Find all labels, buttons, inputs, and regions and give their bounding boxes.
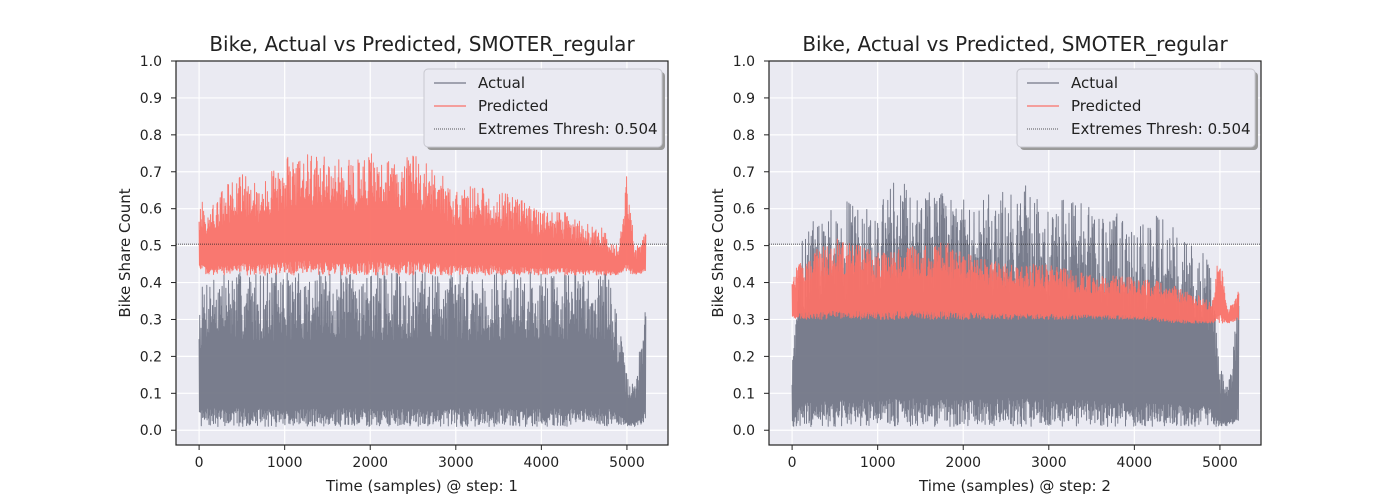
x-tick-label: 1000 <box>860 455 896 471</box>
x-tick-label: 5000 <box>1202 455 1238 471</box>
y-tick-label: 0.9 <box>140 91 162 107</box>
y-axis-label: Bike Share Count <box>116 188 134 317</box>
x-tick-label: 0 <box>788 455 797 471</box>
y-tick-label: 0.8 <box>733 128 755 144</box>
x-tick-label: 3000 <box>438 455 474 471</box>
y-tick-label: 1.0 <box>140 54 162 70</box>
x-tick-label: 5000 <box>609 455 645 471</box>
chart-panel-step-2: 0 1000 2000 3000 4000 5000 0.0 0.1 0.2 0.3 0.4 0.5 0… <box>709 32 1262 495</box>
chart-title: Bike, Actual vs Predicted, SMOTER_regula… <box>209 32 635 56</box>
y-tick-label: 0.8 <box>140 128 162 144</box>
y-tick-label: 0.5 <box>733 239 755 255</box>
y-tick-label: 0.5 <box>140 239 162 255</box>
legend-label: Extremes Thresh: 0.504 <box>1071 120 1251 138</box>
y-tick-label: 0.4 <box>733 276 755 292</box>
axes-frame <box>768 60 1262 446</box>
x-tick-label: 0 <box>195 455 204 471</box>
x-tick-label: 4000 <box>1117 455 1153 471</box>
x-tick-label: 4000 <box>524 455 560 471</box>
series-line-actual <box>198 271 647 427</box>
legend-label: Predicted <box>1071 97 1141 115</box>
y-tick-label: 0.6 <box>733 202 755 218</box>
legend-box <box>423 68 663 148</box>
y-tick-label: 0.0 <box>140 423 162 439</box>
series-line-predicted <box>791 238 1240 324</box>
y-tick-label: 0.2 <box>733 349 755 365</box>
y-tick-label: 0.1 <box>140 386 162 402</box>
x-axis-label: Time (samples) @ step: 1 <box>325 477 518 495</box>
legend-label: Actual <box>478 74 525 92</box>
legend-label: Actual <box>1071 74 1118 92</box>
x-axis-label: Time (samples) @ step: 2 <box>918 477 1111 495</box>
y-tick-label: 0.0 <box>733 423 755 439</box>
y-tick-label: 0.7 <box>733 165 755 181</box>
x-tick-label: 3000 <box>1031 455 1067 471</box>
legend-box <box>1016 68 1256 148</box>
y-tick-label: 0.6 <box>140 202 162 218</box>
legend: Actual Predicted Extremes Thresh: 0.504 <box>1016 68 1258 150</box>
series-line-predicted <box>198 153 647 276</box>
legend: Actual Predicted Extremes Thresh: 0.504 <box>423 68 665 150</box>
y-tick-label: 1.0 <box>733 54 755 70</box>
axes-frame <box>175 60 669 446</box>
chart-title: Bike, Actual vs Predicted, SMOTER_regula… <box>802 32 1228 56</box>
y-tick-label: 0.1 <box>733 386 755 402</box>
legend-label: Extremes Thresh: 0.504 <box>478 120 658 138</box>
x-tick-label: 2000 <box>352 455 388 471</box>
chart-panel-step-1: 0 1000 2000 3000 4000 5000 0.0 0.1 0.2 0.3 0.4 0.5 0… <box>116 32 669 495</box>
x-tick-label: 1000 <box>267 455 303 471</box>
y-tick-label: 0.9 <box>733 91 755 107</box>
legend-label: Predicted <box>478 97 548 115</box>
y-tick-label: 0.3 <box>140 312 162 328</box>
y-axis-label: Bike Share Count <box>709 188 727 317</box>
y-tick-label: 0.3 <box>733 312 755 328</box>
y-tick-label: 0.7 <box>140 165 162 181</box>
y-tick-label: 0.2 <box>140 349 162 365</box>
y-tick-label: 0.4 <box>140 276 162 292</box>
x-tick-label: 2000 <box>945 455 981 471</box>
